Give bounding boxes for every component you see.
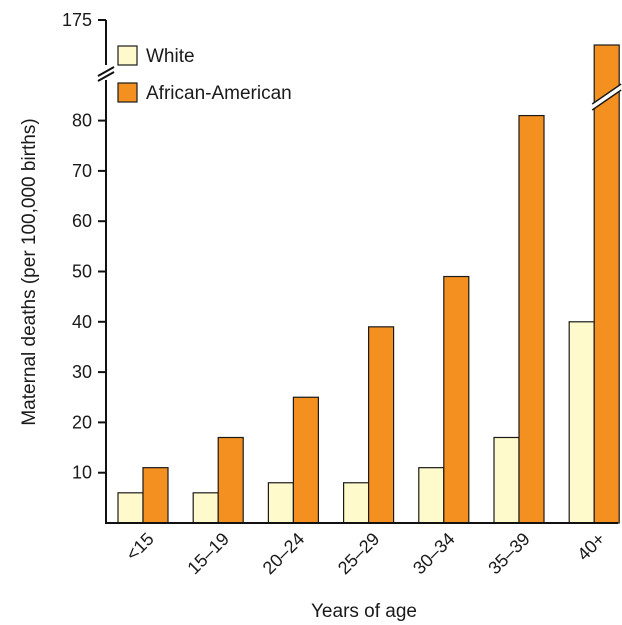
bar-white bbox=[568, 321, 595, 524]
legend-swatch-african-american bbox=[117, 82, 138, 103]
x-tick-label: 25–29 bbox=[334, 529, 384, 579]
x-tick-label: 35–39 bbox=[484, 529, 534, 579]
y-ticks: 10 20 30 40 50 60 70 80 175 bbox=[62, 10, 106, 483]
bar-white bbox=[267, 482, 294, 524]
x-tick-label: 20–24 bbox=[259, 529, 309, 579]
axis-break-mark-1 bbox=[97, 66, 115, 77]
bar-white bbox=[192, 492, 219, 524]
legend-label: African-American bbox=[146, 83, 292, 104]
bar-african-american bbox=[518, 114, 545, 524]
bar-break-gap bbox=[590, 83, 622, 111]
y-tick-label: 30 bbox=[72, 362, 92, 382]
bar-white bbox=[117, 492, 144, 524]
bar-african-american bbox=[142, 467, 169, 524]
x-tick-label: 40+ bbox=[573, 529, 609, 565]
bar-african-american bbox=[292, 396, 319, 524]
bar-african-american bbox=[593, 44, 620, 524]
y-tick-label: 50 bbox=[72, 262, 92, 282]
axes-layer: 10 20 30 40 50 60 70 80 175 bbox=[62, 10, 618, 524]
bar-white bbox=[418, 467, 445, 524]
legend: White African-American bbox=[117, 45, 292, 104]
y-tick-label: 20 bbox=[72, 412, 92, 432]
bar-break-line bbox=[591, 83, 622, 105]
bar-break-line bbox=[591, 89, 622, 111]
bar-white bbox=[493, 436, 520, 524]
y-tick-label: 175 bbox=[62, 10, 92, 30]
y-tick-label: 10 bbox=[72, 463, 92, 483]
y-tick-label: 40 bbox=[72, 312, 92, 332]
bar-african-american bbox=[368, 326, 395, 524]
x-tick-labels: <15 15–19 20–24 25–29 30–34 35–39 40+ bbox=[122, 529, 609, 579]
bar-white bbox=[343, 482, 370, 524]
legend-swatch-white bbox=[117, 45, 138, 66]
x-axis-title: Years of age bbox=[311, 601, 417, 622]
axis-break-mark-2 bbox=[97, 71, 115, 82]
legend-label: White bbox=[146, 46, 195, 67]
y-tick-label: 70 bbox=[72, 161, 92, 181]
y-tick-label: 80 bbox=[72, 111, 92, 131]
x-tick-label: 15–19 bbox=[183, 529, 233, 579]
bars-layer bbox=[117, 44, 622, 524]
bar-african-american bbox=[217, 436, 244, 524]
y-axis-title: Maternal deaths (per 100,000 births) bbox=[19, 118, 40, 425]
bar-african-american bbox=[443, 275, 470, 524]
y-tick-label: 60 bbox=[72, 211, 92, 231]
x-tick-label: 30–34 bbox=[409, 529, 459, 579]
x-tick-label: <15 bbox=[122, 529, 158, 565]
